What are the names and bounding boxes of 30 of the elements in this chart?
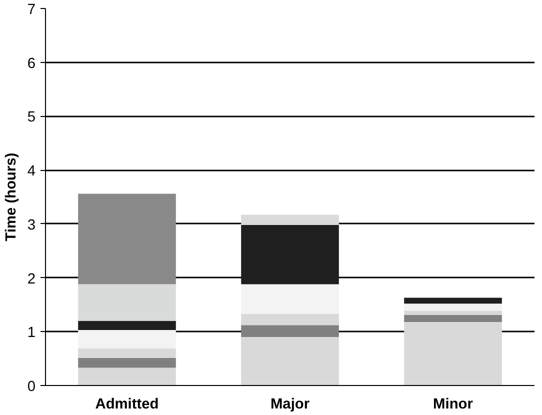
bar: [241, 225, 339, 284]
bar: [241, 314, 339, 326]
bar: [241, 325, 339, 338]
bar: [404, 304, 502, 311]
y-tick-label: 4: [27, 164, 36, 180]
bar: [404, 298, 502, 304]
x-tick-label: Admitted: [95, 396, 159, 412]
bar: [78, 358, 176, 368]
bar: [78, 368, 176, 386]
y-tick-label: 1: [27, 325, 36, 342]
y-tick-label: 5: [27, 110, 36, 126]
bar: [404, 310, 502, 315]
y-tick-label: 7: [27, 2, 36, 18]
bar: [78, 330, 176, 348]
x-tick-label: Minor: [433, 396, 474, 412]
bar: [78, 348, 176, 358]
y-tick-label: 2: [27, 271, 36, 288]
bar: [241, 337, 339, 386]
y-tick-label: 3: [27, 217, 36, 234]
bar: [78, 284, 176, 321]
x-tick-label: Major: [270, 396, 310, 412]
bar: [241, 284, 339, 314]
bar: [78, 194, 176, 284]
y-tick-label: 6: [27, 56, 36, 72]
bar: [241, 214, 339, 226]
y-tick-label: 0: [27, 379, 36, 395]
bar: [404, 322, 502, 386]
bar: [78, 320, 176, 330]
bar: [404, 314, 502, 322]
y-axis-title: Time (hours): [3, 152, 20, 242]
